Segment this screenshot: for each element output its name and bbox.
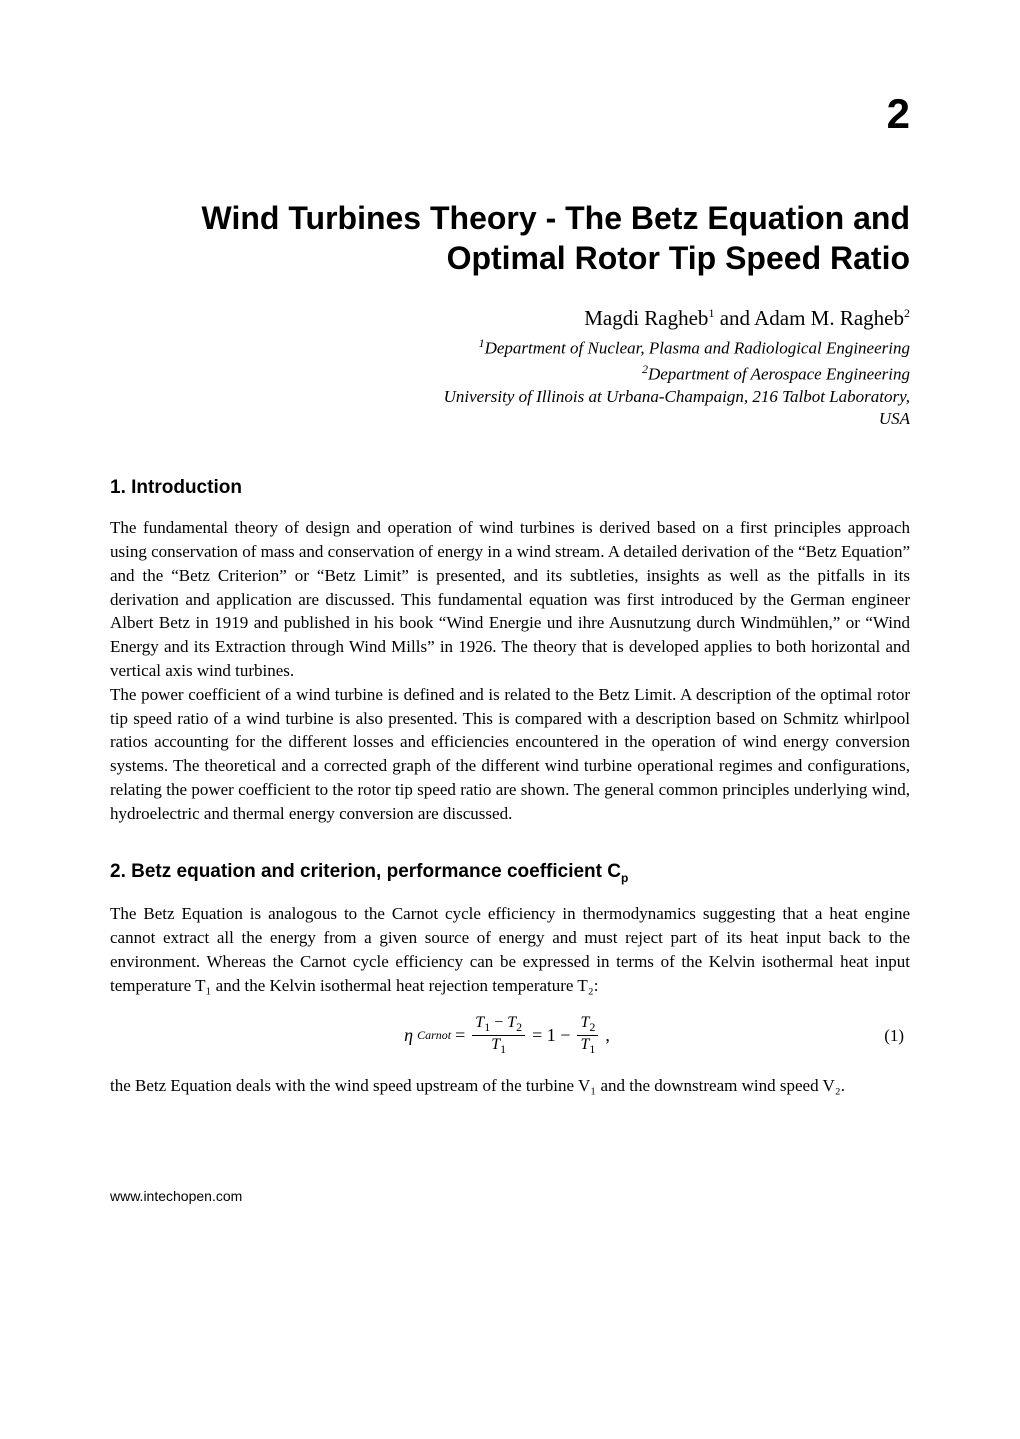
author-1: Magdi Ragheb [584,306,708,330]
eq1-T1a: T [475,1014,484,1031]
eq1-T2b: T [580,1014,589,1031]
eq1-equals-2: = 1 − [532,1025,570,1046]
affiliation-2-text: Department of Aerospace Engineering [648,364,910,383]
eq1-T2b-sub: 2 [589,1021,595,1035]
paper-title: Wind Turbines Theory - The Betz Equation… [110,198,910,278]
section-1-paragraph-2: The power coefficient of a wind turbine … [110,683,910,826]
section-2-paragraph-2: the Betz Equation deals with the wind sp… [110,1074,910,1098]
section-2-heading-text: 2. Betz equation and criterion, performa… [110,861,621,882]
equation-1-row: ηCarnot = T1 − T2 T1 = 1 − T2 T1 , [110,1015,910,1056]
section-2-paragraph-1: The Betz Equation is analogous to the Ca… [110,902,910,997]
eq1-T1b: T [491,1036,500,1053]
footer-url: www.intechopen.com [110,1188,910,1204]
eq1-minus: − [490,1014,507,1031]
eq1-eta: η [404,1025,413,1046]
eq1-T1c-sub: 1 [589,1042,595,1056]
eq1-frac-2: T2 T1 [577,1015,598,1056]
section-2-heading-sub: p [621,871,628,885]
eq1-carnot-sub: Carnot [417,1028,451,1043]
eq1-frac1-den: T1 [488,1036,509,1056]
section-1-paragraph-1: The fundamental theory of design and ope… [110,516,910,683]
author-2: and Adam M. Ragheb [714,306,904,330]
eq1-T2a: T [507,1014,516,1031]
affiliation-1: 1Department of Nuclear, Plasma and Radio… [110,335,910,361]
eq1-frac1-num: T1 − T2 [472,1015,525,1036]
eq1-frac2-den: T1 [577,1036,598,1056]
eq1-frac-1: T1 − T2 T1 [472,1015,525,1056]
equation-1: ηCarnot = T1 − T2 T1 = 1 − T2 T1 , [404,1015,610,1056]
eq1-frac2-num: T2 [577,1015,598,1036]
affiliation-country: USA [110,409,910,429]
author-2-sup: 2 [904,306,910,320]
affiliation-3: University of Illinois at Urbana-Champai… [110,386,910,409]
affiliation-1-text: Department of Nuclear, Plasma and Radiol… [485,339,910,358]
eq1-T1c: T [580,1036,589,1053]
authors-line: Magdi Ragheb1 and Adam M. Ragheb2 [110,306,910,331]
page: 2 Wind Turbines Theory - The Betz Equati… [0,0,1020,1264]
eq1-T1b-sub: 1 [500,1042,506,1056]
eq1-equals-1: = [455,1025,465,1046]
equation-1-number: (1) [610,1026,910,1046]
affiliation-2: 2Department of Aerospace Engineering [110,361,910,387]
chapter-number: 2 [110,90,910,138]
section-1-heading: 1. Introduction [110,477,910,499]
section-2-heading: 2. Betz equation and criterion, performa… [110,861,910,885]
eq1-T2a-sub: 2 [516,1021,522,1035]
